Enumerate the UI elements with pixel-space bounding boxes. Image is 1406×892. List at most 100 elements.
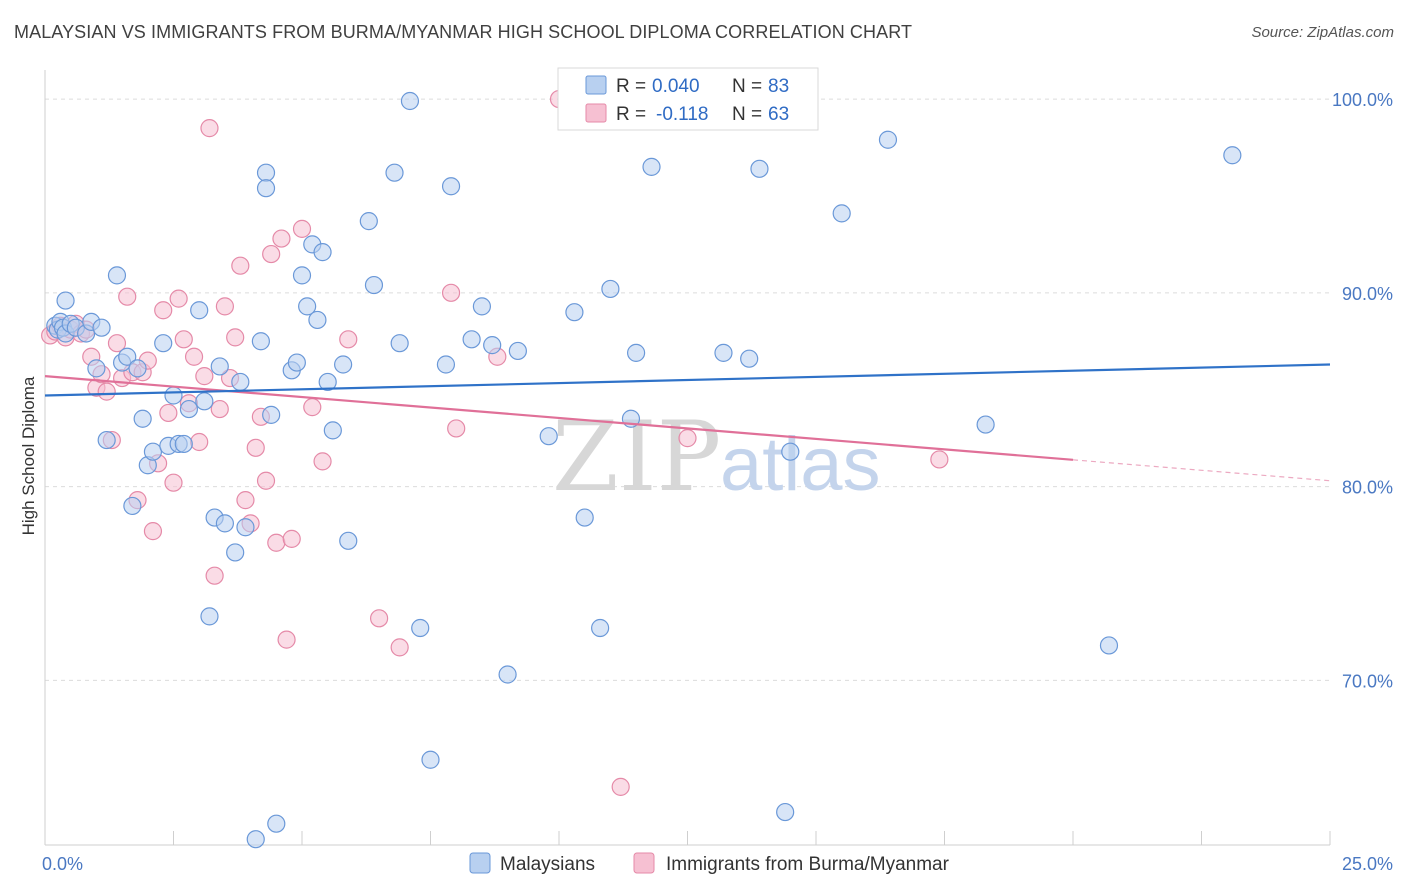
- malaysians-point-25: [174, 434, 193, 454]
- immigrants-point-11: [97, 382, 116, 401]
- malaysians-point-39: [256, 179, 276, 198]
- immigrants-point-44: [267, 533, 286, 552]
- malaysians-point-34: [231, 372, 250, 392]
- legend-swatch-pink: [585, 103, 607, 123]
- malaysians-point-74: [642, 157, 661, 176]
- malaysians-point-69: [575, 508, 594, 527]
- immigrants-point-49: [303, 398, 322, 417]
- malaysians-point-79: [781, 442, 800, 461]
- malaysians-point-26: [179, 399, 199, 419]
- malaysians-point-11: [92, 318, 111, 337]
- immigrants-point-13: [107, 334, 127, 353]
- immigrants-point-59: [678, 429, 697, 448]
- malaysians-point-81: [878, 130, 898, 149]
- immigrants-point-48: [292, 219, 312, 238]
- legend-r-label-1: R =: [616, 76, 646, 97]
- series-malaysians-points: [46, 91, 1242, 849]
- bottom-legend-swatch-blue: [469, 852, 491, 874]
- immigrants-point-25: [169, 289, 188, 308]
- malaysians-point-58: [411, 618, 430, 638]
- immigrants-point-50: [313, 452, 332, 471]
- malaysians-point-36: [246, 830, 265, 849]
- malaysians-point-31: [210, 357, 229, 376]
- malaysians-point-83: [1099, 636, 1119, 655]
- malaysians-point-43: [287, 353, 306, 372]
- malaysians-point-20: [143, 442, 163, 461]
- malaysians-point-64: [483, 336, 502, 355]
- y-tick-labels: 100.0% 90.0% 80.0% 70.0%: [1332, 90, 1393, 691]
- legend-r-value-1: 0.040: [652, 76, 700, 97]
- immigrants-point-28: [184, 347, 204, 366]
- malaysians-point-18: [133, 409, 152, 428]
- immigrants-point-36: [226, 328, 245, 347]
- malaysians-point-59: [421, 750, 440, 769]
- watermark: ZIP atlas: [552, 401, 881, 513]
- malaysians-point-84: [1223, 146, 1242, 165]
- malaysians-point-28: [195, 392, 214, 411]
- malaysians-point-82: [976, 415, 995, 434]
- y-tick-label-3: 70.0%: [1342, 671, 1393, 691]
- malaysians-point-55: [385, 163, 404, 182]
- malaysians-point-62: [462, 330, 481, 349]
- immigrants-trend-dashed: [1072, 459, 1331, 482]
- immigrants-point-42: [256, 471, 276, 490]
- immigrants-point-15: [118, 287, 137, 306]
- bottom-legend-immigrants: Immigrants from Burma/Myanmar: [666, 854, 950, 875]
- malaysians-point-32: [215, 514, 234, 533]
- y-tick-label-0: 100.0%: [1332, 90, 1393, 110]
- x-tick-labels: 0.0% 25.0%: [42, 854, 1393, 874]
- malaysians-point-71: [601, 279, 620, 299]
- malaysians-point-21: [154, 334, 173, 353]
- trend-lines: [44, 363, 1331, 482]
- malaysians-point-35: [236, 518, 255, 537]
- immigrants-point-22: [154, 301, 173, 320]
- malaysians-point-16: [128, 359, 147, 378]
- malaysians-point-68: [565, 303, 584, 322]
- malaysians-point-12: [97, 430, 116, 450]
- malaysians-point-37: [251, 332, 270, 351]
- bottom-legend: Malaysians Immigrants from Burma/Myanmar: [469, 852, 950, 875]
- malaysians-point-61: [441, 177, 461, 196]
- malaysians-point-52: [339, 531, 358, 550]
- malaysians-point-76: [750, 159, 769, 178]
- malaysians-point-44: [292, 266, 312, 285]
- immigrants-point-60: [930, 450, 949, 469]
- malaysians-trend: [44, 363, 1331, 397]
- malaysians-point-45: [298, 297, 317, 316]
- legend-n-label-1: N =: [732, 76, 762, 97]
- y-tick-label-2: 80.0%: [1342, 478, 1393, 498]
- immigrants-point-54: [441, 283, 461, 302]
- immigrants-trend-solid: [44, 375, 1074, 461]
- malaysians-point-13: [107, 266, 127, 285]
- malaysians-point-27: [190, 301, 209, 320]
- immigrants-point-52: [370, 609, 389, 628]
- immigrants-point-58: [611, 777, 630, 796]
- malaysians-point-70: [591, 618, 610, 638]
- malaysians-point-80: [832, 204, 851, 223]
- malaysians-point-15: [118, 347, 137, 366]
- immigrants-point-29: [190, 432, 209, 452]
- legend-box: R = 0.040 N = 83 R = -0.118 N = 63: [557, 67, 819, 131]
- malaysians-point-75: [714, 343, 733, 362]
- legend-r-label-2: R =: [616, 104, 646, 125]
- immigrants-point-33: [210, 399, 229, 419]
- malaysians-point-5: [56, 291, 75, 310]
- bottom-legend-swatch-pink: [633, 852, 655, 874]
- malaysians-point-29: [200, 607, 219, 626]
- immigrants-point-51: [339, 330, 358, 349]
- y-axis-label: High School Diploma: [19, 376, 38, 535]
- immigrants-point-53: [390, 638, 409, 657]
- immigrants-point-20: [143, 522, 163, 541]
- legend-swatch-blue: [585, 75, 607, 95]
- immigrants-point-46: [277, 630, 296, 649]
- immigrants-point-37: [231, 256, 250, 275]
- legend-n-value-1: 83: [768, 76, 789, 97]
- malaysians-point-60: [436, 355, 456, 374]
- malaysians-point-41: [267, 814, 286, 833]
- malaysians-point-65: [498, 665, 517, 684]
- immigrants-point-30: [195, 367, 214, 386]
- malaysians-point-56: [390, 334, 409, 353]
- immigrants-point-45: [272, 229, 291, 248]
- source-label: Source: ZipAtlas.com: [1251, 24, 1394, 41]
